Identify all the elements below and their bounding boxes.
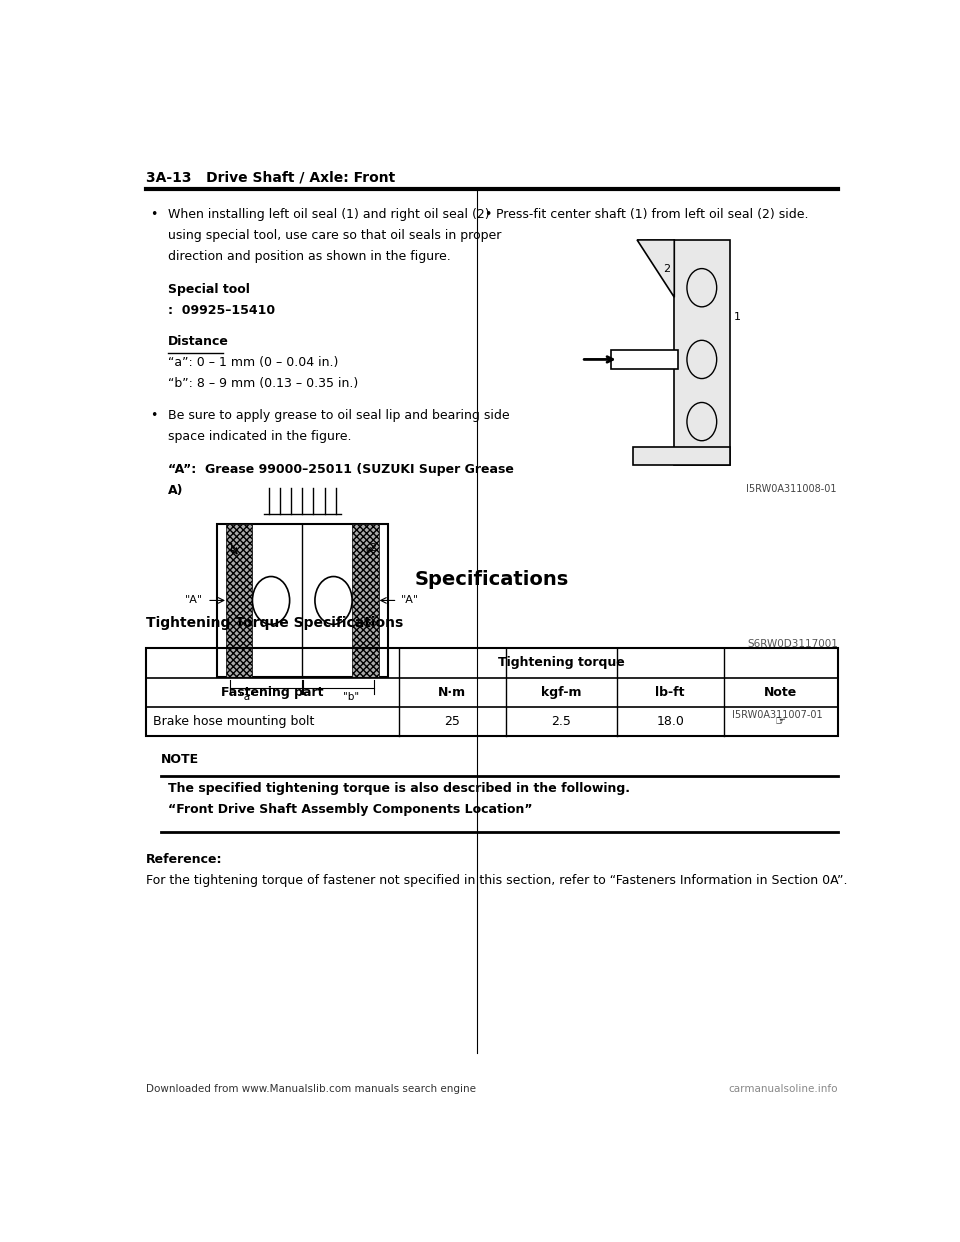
Text: For the tightening torque of fastener not specified in this section, refer to “F: For the tightening torque of fastener no…: [146, 874, 848, 887]
Text: 1: 1: [733, 312, 741, 322]
Text: “Front Drive Shaft Assembly Components Location”: “Front Drive Shaft Assembly Components L…: [168, 804, 533, 816]
Text: Distance: Distance: [168, 334, 229, 348]
Text: Brake hose mounting bolt: Brake hose mounting bolt: [154, 715, 315, 728]
Bar: [352, 524, 379, 677]
Text: Reference:: Reference:: [146, 853, 223, 866]
Bar: [217, 524, 388, 677]
Text: The specified tightening torque is also described in the following.: The specified tightening torque is also …: [168, 782, 631, 795]
Bar: [146, 648, 838, 737]
Text: S6RW0D3117001: S6RW0D3117001: [747, 638, 838, 648]
Text: I5RW0A311007-01: I5RW0A311007-01: [732, 710, 823, 720]
Text: Downloaded from www.Manualslib.com manuals search engine: Downloaded from www.Manualslib.com manua…: [146, 1084, 476, 1094]
Text: Press-fit center shaft (1) from left oil seal (2) side.: Press-fit center shaft (1) from left oil…: [495, 209, 808, 221]
Text: space indicated in the figure.: space indicated in the figure.: [168, 430, 352, 443]
Bar: [611, 350, 678, 369]
Text: lb-ft: lb-ft: [656, 686, 684, 699]
Bar: [674, 240, 730, 465]
Text: "A": "A": [401, 595, 420, 605]
Text: I5RW0A311008-01: I5RW0A311008-01: [746, 483, 836, 494]
Text: kgf-m: kgf-m: [540, 686, 582, 699]
Text: “A”:  Grease 99000–25011 (SUZUKI Super Grease: “A”: Grease 99000–25011 (SUZUKI Super Gr…: [168, 463, 515, 476]
Text: A): A): [168, 484, 184, 497]
Polygon shape: [637, 240, 674, 297]
Text: 1: 1: [228, 543, 235, 553]
Text: When installing left oil seal (1) and right oil seal (2): When installing left oil seal (1) and ri…: [168, 209, 490, 221]
Bar: [634, 447, 731, 465]
Text: •: •: [485, 209, 492, 221]
Text: Tightening Torque Specifications: Tightening Torque Specifications: [146, 616, 403, 630]
Text: carmanualsoline.info: carmanualsoline.info: [729, 1084, 838, 1094]
Text: 2: 2: [663, 263, 670, 273]
Bar: [226, 524, 252, 677]
Text: •: •: [150, 209, 157, 221]
Text: Specifications: Specifications: [415, 570, 569, 589]
Text: Tightening torque: Tightening torque: [498, 657, 625, 669]
Text: 25: 25: [444, 715, 460, 728]
Text: 3A-13   Drive Shaft / Axle: Front: 3A-13 Drive Shaft / Axle: Front: [146, 170, 396, 184]
Text: Fastening part: Fastening part: [221, 686, 324, 699]
Text: :  09925–15410: : 09925–15410: [168, 304, 276, 317]
Text: 18.0: 18.0: [657, 715, 684, 728]
Text: 2.5: 2.5: [551, 715, 571, 728]
Text: “b”: 8 – 9 mm (0.13 – 0.35 in.): “b”: 8 – 9 mm (0.13 – 0.35 in.): [168, 376, 359, 390]
Text: Special tool: Special tool: [168, 283, 251, 296]
Text: Be sure to apply grease to oil seal lip and bearing side: Be sure to apply grease to oil seal lip …: [168, 409, 510, 422]
Text: NOTE: NOTE: [161, 754, 199, 766]
Text: ☞: ☞: [776, 715, 786, 728]
Text: N·m: N·m: [438, 686, 467, 699]
Text: "A": "A": [185, 595, 204, 605]
Text: 2: 2: [370, 543, 376, 553]
Text: direction and position as shown in the figure.: direction and position as shown in the f…: [168, 251, 451, 263]
Text: using special tool, use care so that oil seals in proper: using special tool, use care so that oil…: [168, 230, 502, 242]
Text: Note: Note: [764, 686, 798, 699]
Text: "b": "b": [343, 692, 359, 702]
Text: “a”: 0 – 1 mm (0 – 0.04 in.): “a”: 0 – 1 mm (0 – 0.04 in.): [168, 355, 339, 369]
Text: "a": "a": [238, 692, 254, 702]
Text: •: •: [150, 409, 157, 422]
